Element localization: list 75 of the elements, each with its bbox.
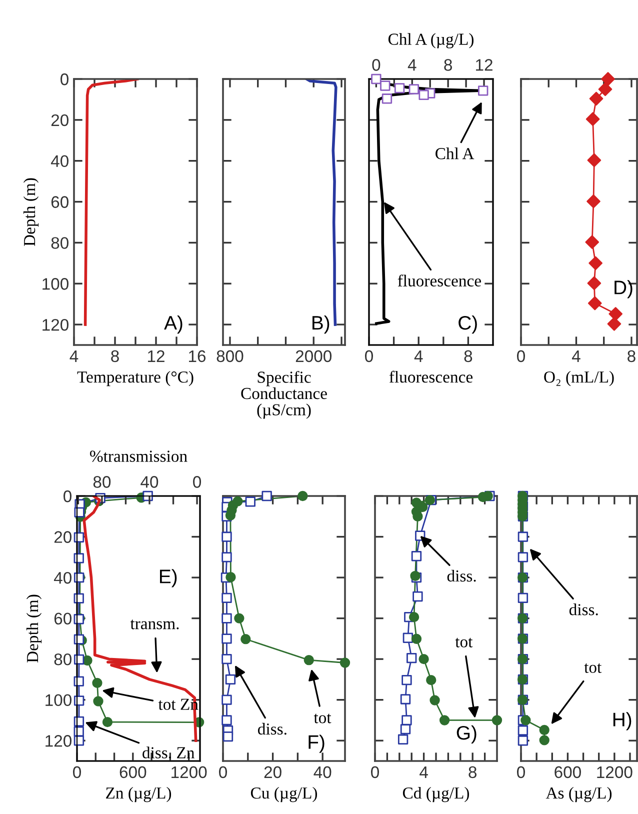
y-tick-label: 0: [64, 490, 72, 502]
x2-tick-label: 8: [444, 59, 452, 71]
annotation: G): [456, 725, 476, 744]
y-tick-label: 80: [54, 653, 72, 666]
x-axis-title: Zn (µg/L): [106, 786, 172, 802]
x-tick-label: 40: [314, 766, 332, 778]
x-tick-label: 4: [70, 350, 78, 362]
x-tick-label: 2000: [296, 350, 332, 362]
y-axis-title: Depth (m): [26, 594, 42, 662]
y-tick-label: 100: [42, 278, 68, 290]
x-tick-label: 600: [120, 766, 146, 778]
x-axis-title: fluorescence: [389, 370, 473, 383]
annotation: D): [614, 280, 632, 298]
y-axis-title: Depth (m): [23, 178, 39, 246]
annotation: tot: [314, 714, 332, 724]
annotation: H): [613, 712, 632, 730]
y-tick-label: 120: [46, 735, 72, 747]
annotation: fluorescence: [398, 274, 481, 286]
y-tick-label: 120: [42, 318, 68, 331]
x2-tick-label: 0: [372, 59, 380, 71]
x-tick-label: 1200: [597, 766, 632, 778]
annotation: Chl A: [436, 148, 474, 160]
annotation: diss.: [569, 604, 598, 616]
annotation: diss. Zn: [142, 746, 194, 758]
x-tick-label: 600: [554, 766, 581, 778]
x-axis-title: O₂ (mL/L): [544, 370, 614, 386]
x-tick-label: 8: [628, 350, 636, 362]
x-axis-title: Specific Conductance (µS/cm): [241, 370, 327, 419]
x-tick-label: 800: [216, 350, 244, 362]
annotation: C): [458, 315, 477, 334]
y-tick-label: 100: [46, 694, 72, 706]
annotation: diss.: [447, 570, 476, 582]
y-tick-label: 60: [54, 612, 72, 625]
x2-tick-label: 4: [408, 59, 416, 71]
x2-tick-label: 12: [476, 59, 492, 71]
x-axis-title: Cu (µg/L): [250, 786, 317, 802]
x-tick-label: 20: [264, 766, 282, 778]
y-tick-label: 80: [51, 237, 68, 249]
y-tick-label: 40: [50, 155, 68, 168]
y-tick-label: 40: [54, 572, 72, 584]
x-axis-title: Temperature (°C): [77, 370, 194, 386]
x-tick-label: 12: [148, 350, 164, 362]
x-tick-label: 0: [73, 766, 81, 778]
x2-tick-label: 40: [140, 476, 158, 488]
annotation: B): [312, 315, 330, 334]
annotation: A): [164, 315, 182, 334]
y-tick-label: 20: [51, 114, 68, 126]
x-tick-label: 8: [111, 350, 119, 362]
x-tick-label: 0: [365, 350, 373, 362]
annotation: transm.: [130, 620, 179, 630]
annotation: E): [160, 569, 177, 588]
annotation: diss.: [258, 722, 286, 735]
x-tick-label: 1200: [172, 766, 207, 778]
x2-tick-label: 0: [193, 476, 202, 488]
x2-axis-title: Chl A (µg/L): [388, 33, 474, 48]
x-tick-label: 16: [189, 350, 206, 362]
y-tick-label: 60: [51, 196, 68, 208]
annotation: F): [308, 734, 324, 753]
annotation: tot: [455, 638, 473, 648]
y-tick-label: 20: [54, 531, 72, 543]
x-tick-label: 4: [414, 350, 423, 362]
x2-tick-label: 80: [93, 476, 111, 488]
x-tick-label: 0: [517, 766, 525, 778]
x-tick-label: 4: [420, 766, 428, 778]
annotation: tot: [584, 663, 602, 673]
x-axis-title: Cd (µg/L): [402, 786, 469, 802]
x-tick-label: 8: [464, 350, 472, 362]
x-axis-title: As (µg/L): [546, 786, 612, 802]
x-tick-label: 0: [219, 766, 227, 778]
x2-axis-title: %transmission: [90, 450, 188, 462]
x-tick-label: 4: [572, 350, 580, 362]
x-tick-label: 0: [371, 766, 379, 778]
x-tick-label: 0: [517, 350, 525, 362]
x-tick-label: 8: [468, 766, 477, 778]
y-tick-label: 0: [60, 73, 68, 86]
